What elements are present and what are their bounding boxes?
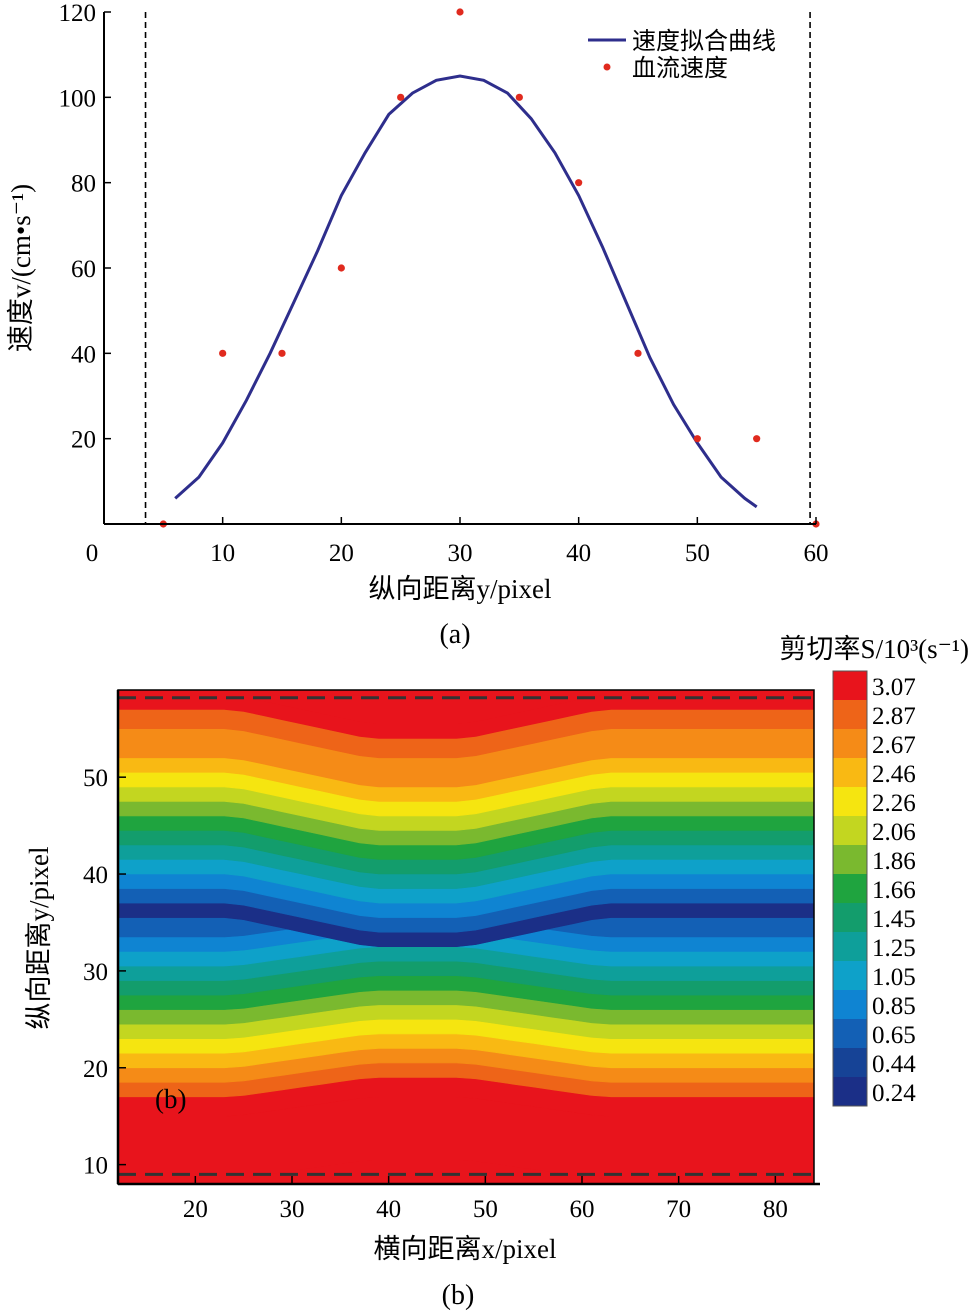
chart-b: 20 30 40 50 60 70 80 10 20 30 40 50 (b) 横向距离x/pixe… bbox=[24, 634, 969, 1311]
colorbar-label: 0.44 bbox=[872, 1051, 916, 1078]
x-tick-label: 40 bbox=[376, 1196, 401, 1223]
colorbar-swatch bbox=[833, 758, 867, 787]
chart-b-inner-label: (b) bbox=[155, 1084, 186, 1114]
y-tick-label: 50 bbox=[83, 765, 108, 792]
blood-velocity-point bbox=[219, 349, 227, 357]
chart-a-y-axis-label: 速度v/(cm•s⁻¹) bbox=[6, 184, 36, 352]
colorbar-label: 2.67 bbox=[872, 732, 916, 759]
heatmap-dashed-boundaries bbox=[118, 696, 814, 1176]
colorbar-swatch bbox=[833, 1048, 867, 1077]
chart-b-caption: (b) bbox=[442, 1280, 475, 1311]
chart-b-x-axis-label: 横向距离x/pixel bbox=[374, 1234, 557, 1264]
y-tick-label: 10 bbox=[83, 1153, 108, 1180]
x-tick-label: 80 bbox=[763, 1196, 788, 1223]
chart-b-x-ticks: 20 30 40 50 60 70 80 bbox=[183, 1176, 788, 1223]
colorbar-title: 剪切率S/10³(s⁻¹) bbox=[780, 634, 969, 664]
fit-curve-line bbox=[174, 74, 758, 509]
colorbar-swatch bbox=[833, 816, 867, 845]
chart-a-x-ticks: 0 10 20 30 40 50 60 bbox=[86, 517, 829, 567]
colorbar-swatch bbox=[833, 787, 867, 816]
heatmap-bands bbox=[118, 694, 814, 1180]
colorbar-label: 1.66 bbox=[872, 877, 916, 904]
colorbar-frame bbox=[832, 670, 868, 1107]
heatmap-band bbox=[118, 694, 814, 739]
blood-velocity-point bbox=[515, 93, 523, 101]
y-tick-label: 20 bbox=[83, 1056, 108, 1083]
chart-a: 0 10 20 30 40 50 60 20 40 60 80 100 120 速度拟合曲线 血流速度… bbox=[6, 0, 829, 650]
x-tick-label: 10 bbox=[210, 540, 235, 567]
colorbar-swatch bbox=[833, 671, 867, 700]
x-tick-label: 50 bbox=[685, 540, 710, 567]
y-tick-label: 30 bbox=[83, 959, 108, 986]
y-tick-label: 40 bbox=[71, 341, 96, 368]
chart-a-axes bbox=[103, 12, 816, 525]
x-tick-label: 30 bbox=[280, 1196, 305, 1223]
colorbar-swatch bbox=[833, 729, 867, 758]
colorbar-label: 1.25 bbox=[872, 935, 916, 962]
shear-rate-heatmap bbox=[118, 690, 814, 1184]
chart-a-caption: (a) bbox=[439, 619, 470, 650]
colorbar-swatch bbox=[833, 874, 867, 903]
blood-velocity-point bbox=[278, 349, 286, 357]
x-tick-label: 20 bbox=[183, 1196, 208, 1223]
colorbar: 3.072.872.672.462.262.061.861.661.451.25… bbox=[832, 670, 916, 1107]
x-tick-label: 60 bbox=[570, 1196, 595, 1223]
x-tick-label: 70 bbox=[666, 1196, 691, 1223]
colorbar-label: 2.06 bbox=[872, 819, 916, 846]
y-tick-label: 40 bbox=[83, 862, 108, 889]
blood-velocity-point bbox=[456, 8, 464, 16]
chart-a-y-ticks: 20 40 60 80 100 120 bbox=[59, 0, 111, 454]
colorbar-swatch bbox=[833, 845, 867, 874]
chart-a-legend: 速度拟合曲线 血流速度 bbox=[588, 28, 776, 82]
chart-a-x-axis-label: 纵向距离y/pixel bbox=[369, 574, 552, 604]
x-tick-label: 60 bbox=[804, 540, 829, 567]
legend-fit-label: 速度拟合曲线 bbox=[632, 28, 776, 55]
y-tick-label: 20 bbox=[71, 427, 96, 454]
colorbar-label: 2.26 bbox=[872, 790, 916, 817]
chart-b-y-ticks: 10 20 30 40 50 bbox=[83, 765, 126, 1180]
x-tick-label: 30 bbox=[448, 540, 473, 567]
colorbar-label: 1.05 bbox=[872, 964, 916, 991]
colorbar-label: 1.45 bbox=[872, 906, 916, 933]
y-tick-label: 80 bbox=[71, 171, 96, 198]
legend-points-label: 血流速度 bbox=[632, 55, 728, 82]
blood-velocity-point bbox=[575, 179, 583, 187]
colorbar-label: 0.85 bbox=[872, 993, 916, 1020]
x-tick-label: 50 bbox=[473, 1196, 498, 1223]
colorbar-swatch bbox=[833, 1019, 867, 1048]
colorbar-swatch bbox=[833, 700, 867, 729]
x-tick-label: 0 bbox=[86, 540, 99, 567]
blood-velocity-point bbox=[397, 93, 405, 101]
colorbar-label: 2.46 bbox=[872, 761, 916, 788]
legend-points-swatch bbox=[603, 63, 611, 71]
x-tick-label: 40 bbox=[566, 540, 591, 567]
y-tick-label: 100 bbox=[59, 85, 97, 112]
colorbar-label: 1.86 bbox=[872, 848, 916, 875]
blood-velocity-point bbox=[634, 349, 642, 357]
chart-a-plot bbox=[174, 74, 758, 509]
colorbar-swatch bbox=[833, 903, 867, 932]
blood-velocity-points bbox=[159, 8, 820, 528]
x-tick-label: 20 bbox=[329, 540, 354, 567]
colorbar-swatch bbox=[833, 1077, 867, 1106]
colorbar-swatch bbox=[833, 961, 867, 990]
blood-velocity-point bbox=[753, 435, 761, 443]
chart-b-axes bbox=[116, 689, 820, 1186]
colorbar-swatch bbox=[833, 990, 867, 1019]
colorbar-label: 2.87 bbox=[872, 703, 916, 730]
y-tick-label: 60 bbox=[71, 256, 96, 283]
y-tick-label: 120 bbox=[59, 0, 97, 27]
colorbar-swatch bbox=[833, 932, 867, 961]
colorbar-label: 0.24 bbox=[872, 1080, 916, 1107]
chart-a-boundary-lines bbox=[144, 12, 811, 524]
chart-b-y-axis-label: 纵向距离y/pixel bbox=[24, 847, 54, 1030]
blood-velocity-point bbox=[337, 264, 345, 272]
colorbar-label: 0.65 bbox=[872, 1022, 916, 1049]
blood-velocity-point bbox=[693, 435, 701, 443]
colorbar-label: 3.07 bbox=[872, 674, 916, 701]
